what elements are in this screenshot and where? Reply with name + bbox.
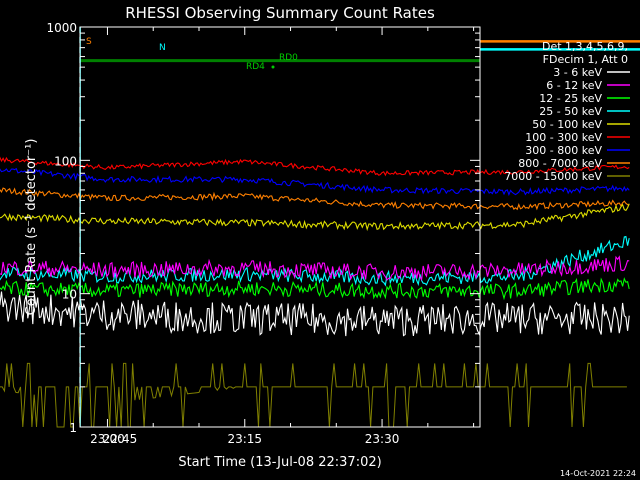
legend-entry: 300 - 800 keV [525, 144, 602, 157]
legend-entry: 6 - 12 keV [546, 79, 602, 92]
x-tick-label: 22:45 [103, 432, 138, 446]
x-tick-label: 23:15 [227, 432, 262, 446]
y-tick-label: 100 [54, 154, 77, 168]
y-axis-label: Count Rate (s⁻¹ detector⁻¹) [24, 139, 39, 316]
x-tick-label: 23:30 [365, 432, 400, 446]
legend-entry: 7000 - 15000 keV [504, 170, 602, 183]
legend-entry: 12 - 25 keV [539, 92, 602, 105]
legend-header: Det 1,3,4,5,6,9, [542, 40, 628, 53]
legend-entry: 100 - 300 keV [525, 131, 602, 144]
flag-label: N [159, 43, 166, 53]
flag-label: RD0 [279, 53, 298, 63]
chart-title: RHESSI Observing Summary Count Rates [125, 4, 435, 22]
rd-marker [271, 65, 275, 69]
legend-entry: 3 - 6 keV [553, 66, 602, 79]
y-tick-label: 1 [69, 421, 77, 435]
legend-entry: 50 - 100 keV [532, 118, 602, 131]
legend-header: FDecim 1, Att 0 [543, 53, 628, 66]
x-tick-label: 23:00 [90, 432, 125, 446]
flag-label: RD4 [246, 62, 265, 72]
y-tick-label: 1000 [46, 21, 77, 35]
x-axis-label: Start Time (13-Jul-08 22:37:02) [178, 455, 381, 470]
y-tick-label: 10 [62, 288, 77, 302]
legend-entry: 800 - 7000 keV [518, 157, 602, 170]
flag-label: S [86, 37, 92, 47]
timestamp: 14-Oct-2021 22:24 [560, 469, 636, 478]
legend-entry: 25 - 50 keV [539, 105, 602, 118]
axes: 23:00 23:15 23:30 22:45 1 10 100 1000 [46, 21, 481, 446]
plot-frame [79, 26, 481, 428]
legend: Det 1,3,4,5,6,9,FDecim 1, Att 03 - 6 keV… [504, 40, 630, 183]
